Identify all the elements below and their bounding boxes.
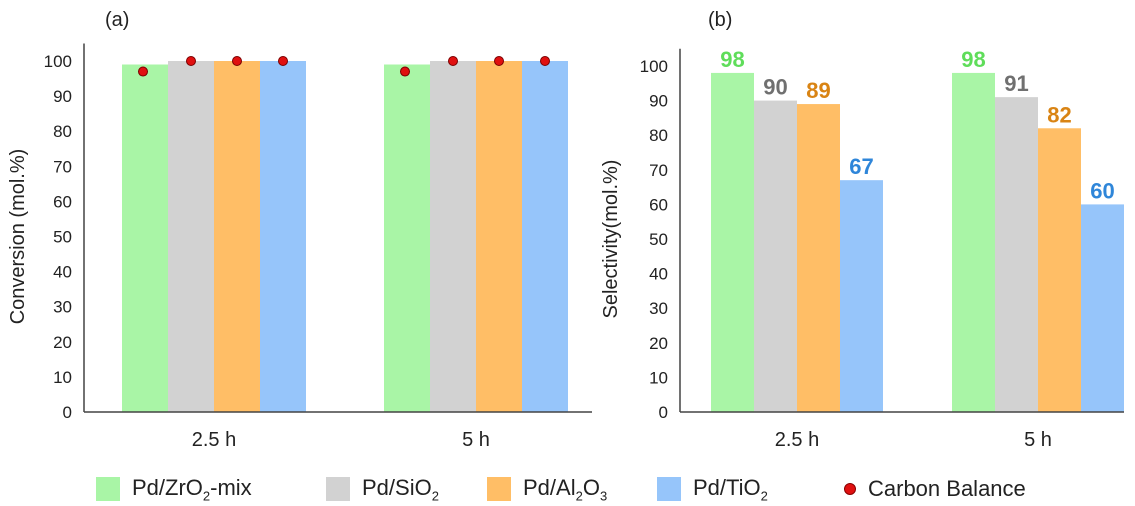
panel-a-y-tick-label: 80 [53, 122, 72, 141]
panel-b-data-label: 60 [1090, 178, 1114, 203]
panel-b-y-tick-label: 70 [649, 161, 668, 180]
panel-a-y-tick-label: 90 [53, 87, 72, 106]
panel-b-bar-pd-tio2-1 [840, 180, 883, 412]
panel-b-x-tick-label: 2.5 h [775, 429, 819, 451]
panel-a-y-tick-label: 100 [44, 52, 72, 71]
panel-b-data-label: 91 [1004, 71, 1028, 96]
legend-item-pd-tio2: Pd/TiO2 [657, 472, 768, 506]
panel-a-bar-pd-sio2-1 [168, 61, 214, 412]
panel-a-y-axis-title: Conversion (mol.%) [7, 149, 29, 325]
panel-b-y-tick-label: 20 [649, 334, 668, 353]
panel-a-bar-pd-tio2-1 [260, 61, 306, 412]
panel-a-label: (a) [105, 9, 129, 31]
panel-b-y-tick-label: 100 [640, 57, 668, 76]
legend-label-pd-al2o3: Pd/Al2O3 [523, 474, 608, 504]
panel-b-y-tick-label: 10 [649, 368, 668, 387]
panel-a-bar-pd-sio2-2 [430, 61, 476, 412]
panel-b-data-label: 89 [806, 78, 830, 103]
panel-b-y-tick-label: 40 [649, 265, 668, 284]
panel-b-data-label: 67 [849, 154, 873, 179]
legend-label-carbon-balance: Carbon Balance [868, 476, 1026, 501]
legend-swatch-pd-al2o3 [487, 477, 511, 501]
panel-b-data-label: 82 [1047, 102, 1071, 127]
panel-a-y-tick-label: 20 [53, 333, 72, 352]
panel-b-bar-pd-zro2-mix-2 [952, 72, 995, 413]
panel-b-data-label: 98 [961, 47, 985, 72]
panel-b-label: (b) [708, 9, 732, 31]
panel-a-x-tick-label: 2.5 h [192, 429, 236, 451]
legend-item-pd-sio2: Pd/SiO2 [326, 472, 439, 506]
panel-a-bar-pd-al2o3-2 [476, 61, 522, 412]
panel-a-y-tick-label: 50 [53, 228, 72, 247]
legend-label-pd-sio2: Pd/SiO2 [362, 474, 439, 504]
panel-b-y-tick-label: 90 [649, 92, 668, 111]
legend-item-carbon-balance: Carbon Balance [836, 472, 1026, 506]
panel-a-carbon-balance-point [278, 56, 288, 66]
panel-b-bar-pd-al2o3-2 [1038, 128, 1081, 412]
panel-a-bar-pd-zro2-mix-1 [122, 64, 168, 412]
legend-item-pd-zro2-mix: Pd/ZrO2-mix [96, 472, 252, 506]
legend-dot-carbon-balance [844, 483, 856, 495]
chart-figure: (a) Conversion (mol.%) 0 10 20 30 40 50 60 70 80 90… [7, 9, 1124, 451]
panel-a-bar-pd-tio2-2 [522, 61, 568, 412]
legend-label-pd-zro2-mix: Pd/ZrO2-mix [132, 474, 252, 504]
panel-b-y-tick-label: 60 [649, 195, 668, 214]
legend-swatch-pd-tio2 [657, 477, 681, 501]
legend-label-pd-tio2: Pd/TiO2 [693, 474, 768, 504]
panel-a-bar-pd-al2o3-1 [214, 61, 260, 412]
panel-b-bar-pd-sio2-1 [754, 100, 797, 412]
panel-b-y-tick-label: 80 [649, 126, 668, 145]
panel-a-carbon-balance-point [400, 66, 410, 77]
panel-a-y-tick-label: 40 [53, 263, 72, 282]
panel-a-y-tick-label: 60 [53, 192, 72, 211]
legend-item-pd-al2o3: Pd/Al2O3 [487, 472, 607, 506]
panel-a-carbon-balance-point [494, 56, 504, 66]
legend-swatch-pd-zro2-mix [96, 477, 120, 501]
panel-b-y-tick-label: 30 [649, 299, 668, 318]
panel-a-y-tick-label: 10 [53, 368, 72, 387]
panel-b-data-label: 90 [763, 75, 787, 100]
panel-b-y-axis-title: Selectivity(mol.%) [600, 160, 622, 319]
panel-a-y-tick-label: 30 [53, 298, 72, 317]
panel-a-carbon-balance-point [448, 56, 458, 66]
panel-b-y-tick-label: 0 [659, 403, 668, 422]
legend: Pd/ZrO2-mix Pd/SiO2 Pd/Al2O3 Pd/TiO2 Car… [0, 472, 1135, 506]
panel-b-y-tick-label: 50 [649, 230, 668, 249]
panel-a-y-tick-label: 70 [53, 157, 72, 176]
panel-a-carbon-balance-point [540, 56, 550, 66]
panel-b-bar-pd-zro2-mix-1 [711, 72, 754, 413]
panel-a-bar-pd-zro2-mix-2 [384, 64, 430, 412]
panel-b-bar-pd-al2o3-1 [797, 104, 840, 412]
panel-b-data-label: 98 [720, 47, 744, 72]
panel-a-carbon-balance-point [186, 56, 196, 66]
legend-swatch-pd-sio2 [326, 477, 350, 501]
panel-a-y-tick-label: 0 [63, 403, 72, 422]
panel-a-carbon-balance-point [138, 66, 148, 77]
panel-a-x-tick-label: 5 h [462, 429, 490, 451]
panel-b-x-tick-label: 5 h [1024, 429, 1052, 451]
panel-b-bar-pd-tio2-2 [1081, 204, 1124, 412]
panel-b-bar-pd-sio2-2 [995, 97, 1038, 412]
panel-a-carbon-balance-point [232, 56, 242, 66]
